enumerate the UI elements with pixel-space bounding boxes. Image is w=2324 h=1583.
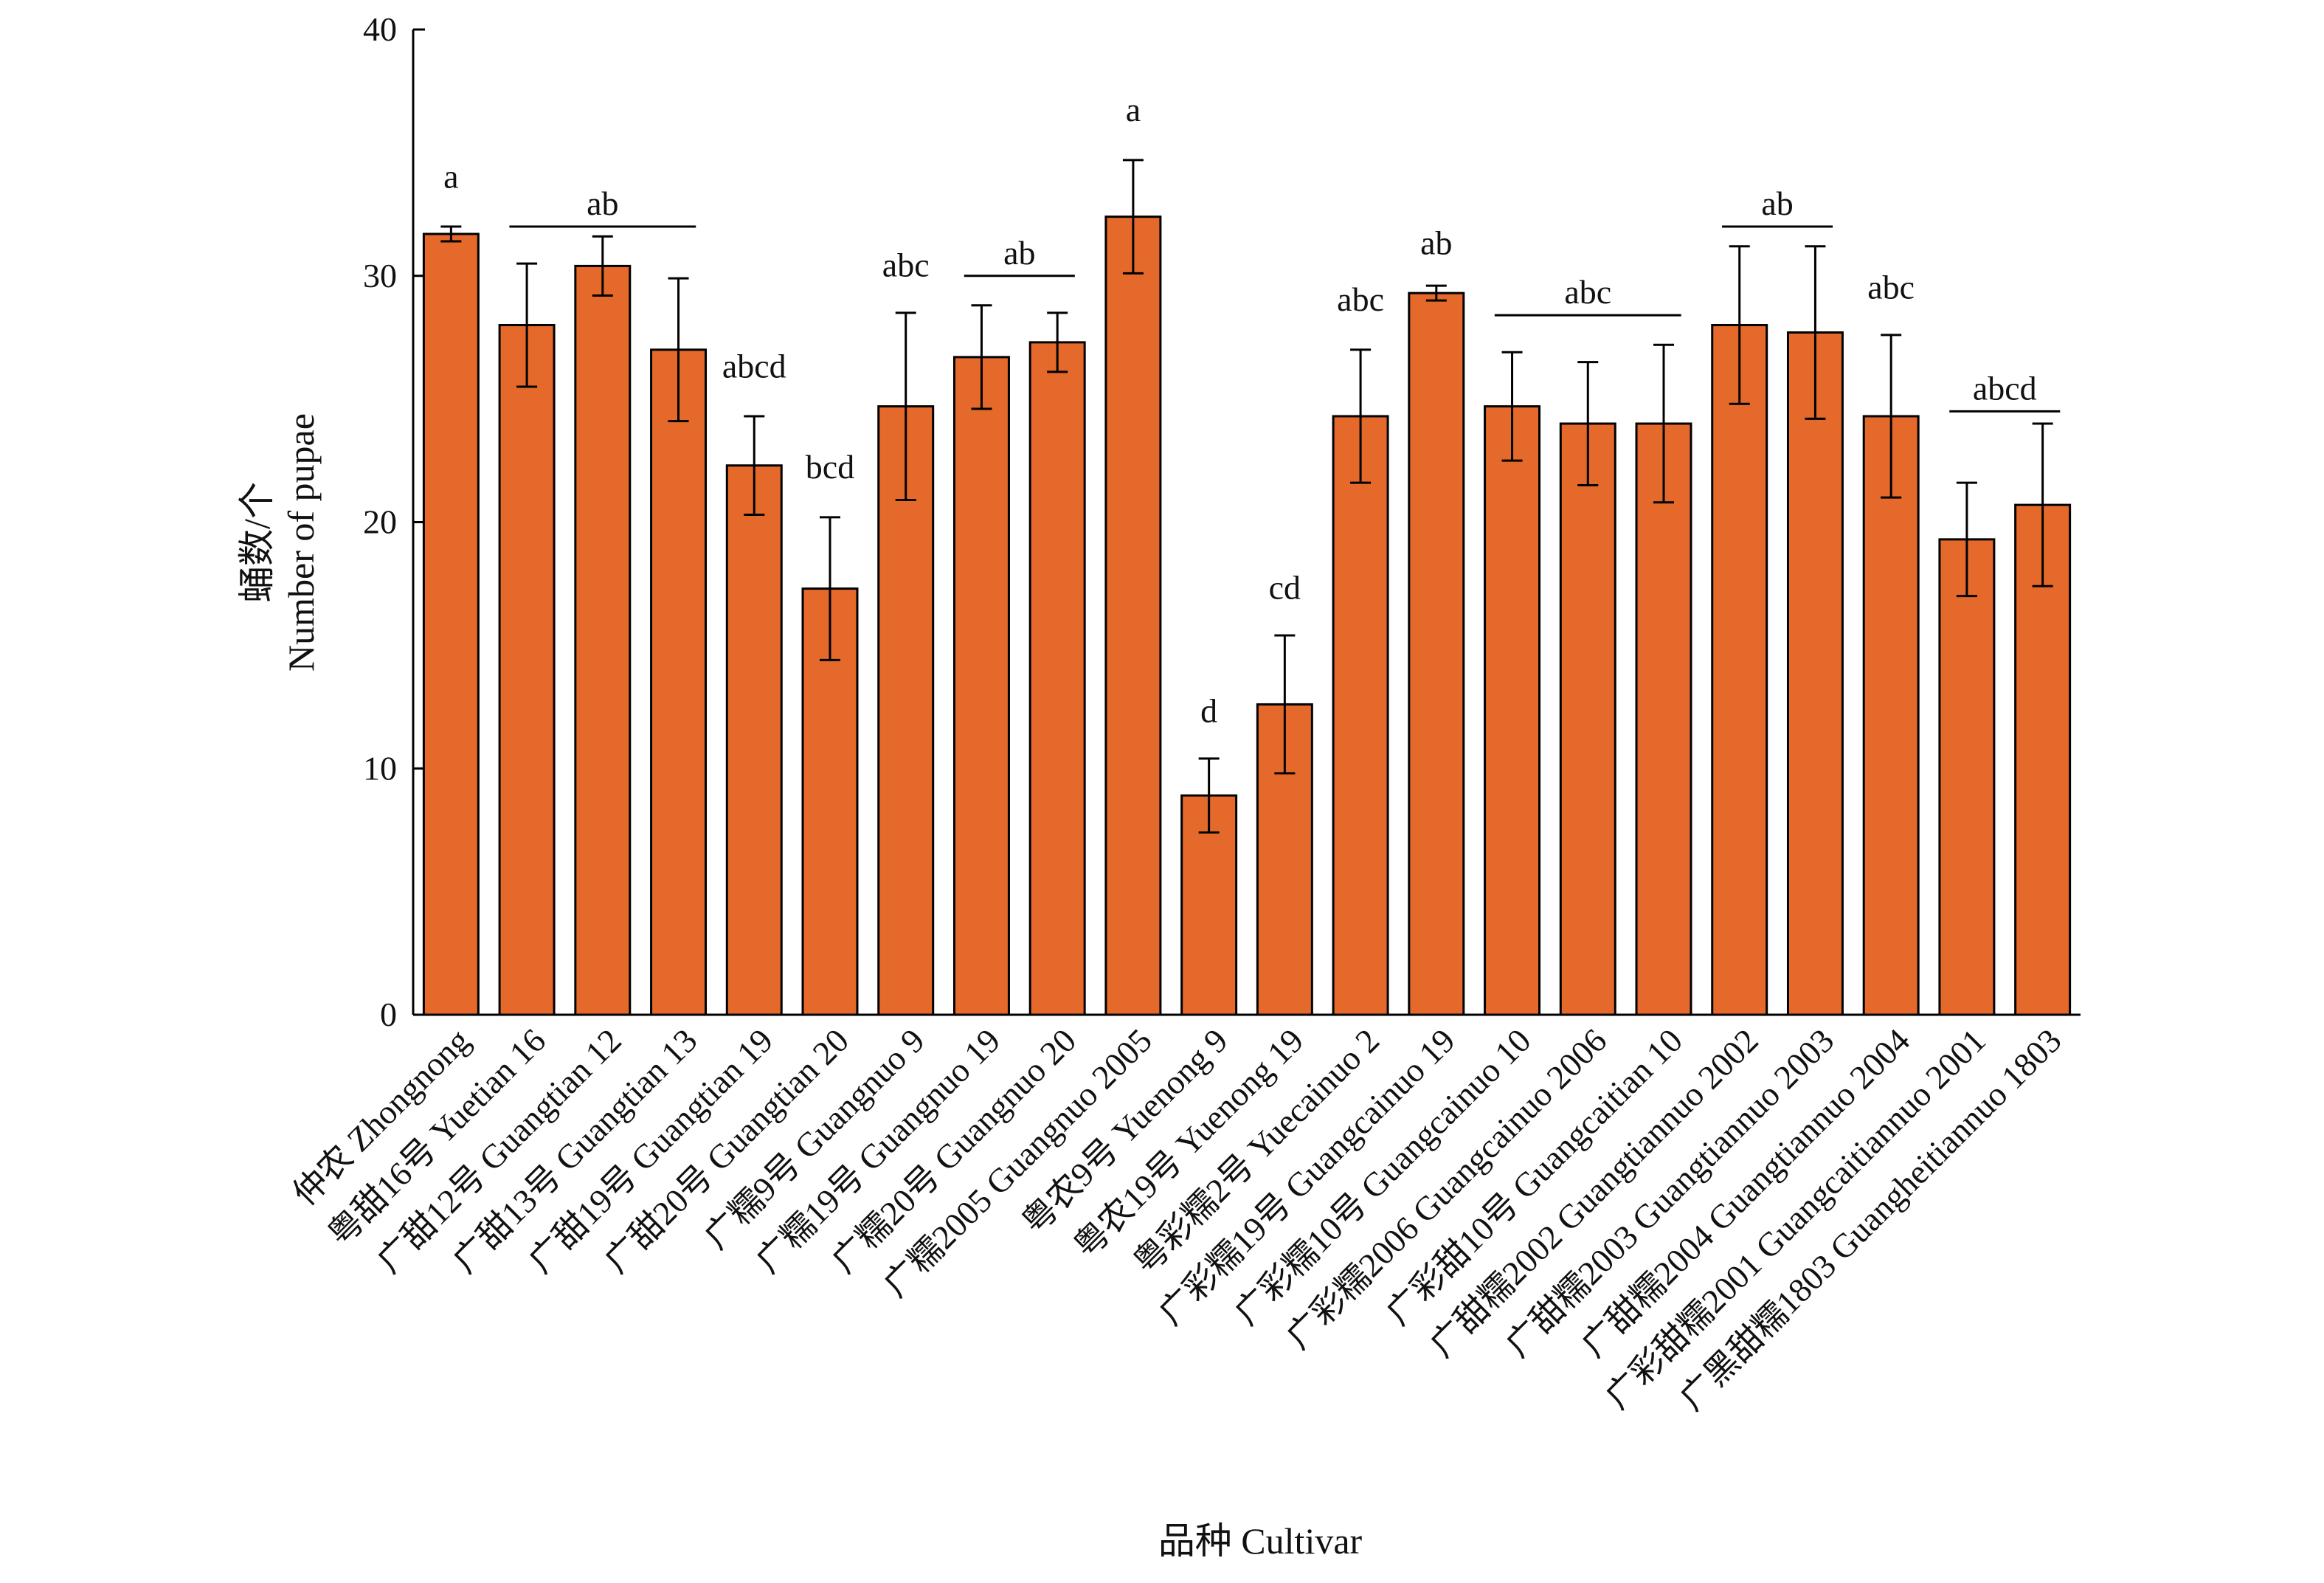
significance-label: d [1200, 692, 1217, 730]
y-tick-label: 20 [363, 503, 397, 541]
significance-label: ab [587, 184, 618, 222]
bar [1711, 324, 1768, 1016]
significance-label: abc [1867, 268, 1915, 306]
bar [1938, 538, 1996, 1016]
y-tick-label: 10 [363, 749, 397, 787]
y-axis-title-chinese: 蛹数/个 [236, 482, 277, 603]
x-axis-title: 品种 Cultivar [1158, 1520, 1363, 1562]
significance-label: a [443, 157, 458, 195]
bar [1559, 422, 1616, 1016]
bar [952, 356, 1010, 1016]
significance-label: abc [882, 246, 930, 283]
bar [1862, 415, 1920, 1016]
significance-label: a [1126, 91, 1141, 128]
bar [498, 324, 556, 1016]
bar [1028, 341, 1086, 1016]
bar [1408, 292, 1465, 1016]
significance-label: abcd [1973, 369, 2037, 407]
bar [1786, 331, 1844, 1016]
significance-label: ab [1420, 224, 1452, 261]
significance-label: abcd [722, 347, 786, 384]
significance-label: abc [1337, 280, 1384, 318]
bars-group [422, 215, 2072, 1016]
error-bars-group [440, 159, 2053, 834]
significance-label: cd [1269, 569, 1301, 607]
significance-label: ab [1761, 184, 1793, 222]
bar [1332, 415, 1389, 1016]
bar [1484, 405, 1541, 1016]
bar [1104, 215, 1162, 1016]
y-axis-title: 蛹数/个 Number of pupae [236, 413, 322, 672]
significance-label: ab [1003, 234, 1035, 272]
bar [422, 232, 480, 1016]
y-tick-label: 40 [363, 10, 397, 48]
bar [725, 464, 783, 1016]
y-axis-title-english: Number of pupae [280, 413, 322, 672]
significance-label: abc [1564, 273, 1611, 311]
y-axis: 0 10 20 30 40 [363, 10, 425, 1033]
bar [877, 405, 935, 1016]
bar [574, 264, 632, 1016]
bar [1635, 422, 1692, 1016]
y-tick-label: 0 [380, 996, 397, 1033]
y-tick-label: 30 [363, 257, 397, 294]
bar [2014, 503, 2072, 1016]
significance-label: bcd [806, 448, 854, 486]
bar [650, 348, 708, 1016]
